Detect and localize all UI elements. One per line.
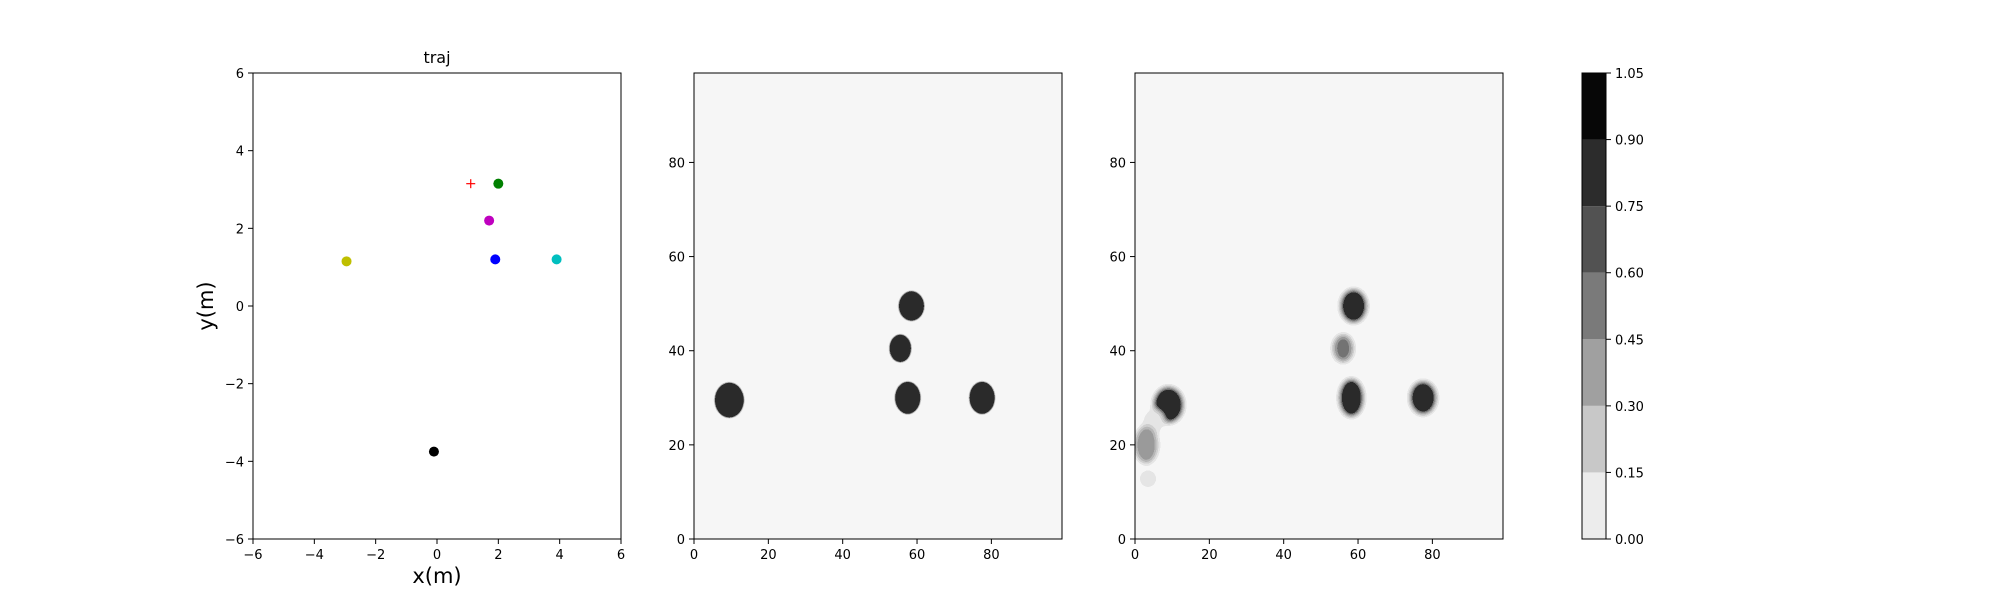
colorbar-tick-label: 0.45: [1615, 333, 1644, 348]
occupancy-map-2-occupied-blob: [1410, 381, 1437, 415]
occupancy-map-1-occupied-blob: [969, 381, 996, 415]
colorbar-tick-label: 0.30: [1615, 400, 1644, 415]
trajectory-x-tick-label: −6: [243, 548, 262, 563]
trajectory-panel: traj x(m) y(m) −6 −4 −2 0 2 4 6 −6 −4 −2 0 2 4 6: [194, 48, 625, 588]
occupancy-map-1-y-tick-label: 0: [677, 533, 685, 548]
trajectory-y-tick-label: 4: [236, 145, 244, 160]
colorbar-tick-label: 0.60: [1615, 267, 1644, 282]
occupancy-map-1-y-tick-label: 80: [668, 156, 685, 171]
goal-plus-marker: [466, 179, 476, 189]
trajectory-y-tick-label: −4: [225, 455, 244, 470]
occupancy-map-1-occupied-blob: [889, 334, 912, 363]
colorbar-band: [1582, 139, 1606, 207]
occupancy-map-1-occupied-blob: [894, 381, 921, 415]
occupancy-map-2-x-tick-label: 80: [1424, 548, 1441, 563]
occupancy-map-panel-2: 0 20 40 60 80 0 20 40 60 80: [1109, 72, 1504, 563]
occupancy-map-2-occupied-blob: [1135, 426, 1159, 464]
occupancy-map-2-y-tick-label: 0: [1118, 533, 1126, 548]
colorbar-band: [1582, 272, 1606, 340]
occupancy-map-2-ticks: 0 20 40 60 80 0 20 40 60 80: [1109, 156, 1440, 563]
occupancy-map-2-x-tick-label: 60: [1350, 548, 1367, 563]
occupancy-map-1-x-tick-label: 60: [909, 548, 926, 563]
trajectory-point: [490, 254, 501, 265]
trajectory-x-tick-label: −2: [366, 548, 385, 563]
occupancy-map-1-x-tick-label: 40: [834, 548, 851, 563]
trajectory-x-axis-label: x(m): [412, 564, 461, 588]
trajectory-point: [484, 215, 495, 226]
colorbar-band: [1582, 405, 1606, 473]
occupancy-map-1-x-tick-label: 0: [690, 548, 698, 563]
occupancy-map-2-background: [1135, 73, 1503, 539]
colorbar-tick-label: 0.75: [1615, 200, 1644, 215]
colorbar-tick-label: 1.05: [1615, 67, 1644, 82]
colorbar-tick-label: 0.00: [1615, 533, 1644, 548]
colorbar-tick-label: 0.90: [1615, 134, 1644, 149]
colorbar-bands: [1582, 73, 1606, 539]
trajectory-y-tick-label: −6: [225, 533, 244, 548]
colorbar-band: [1582, 472, 1606, 539]
occupancy-map-2-occupied-blob: [1339, 378, 1364, 417]
occupancy-map-1-occupied-blob: [898, 290, 925, 322]
occupancy-map-2-occupied-blob: [1340, 289, 1367, 323]
trajectory-x-tick-label: 2: [494, 548, 502, 563]
occupancy-map-1-background: [694, 73, 1062, 539]
colorbar-tick-label: 0.15: [1615, 466, 1644, 481]
trajectory-point: [428, 446, 439, 457]
occupancy-map-2-x-tick-label: 0: [1131, 548, 1139, 563]
occupancy-map-1-occupied-blob: [714, 382, 745, 419]
colorbar: 0.00 0.15 0.30 0.45 0.60 0.75 0.90 1.05: [1581, 67, 1644, 548]
occupancy-map-1-x-tick-label: 20: [760, 548, 777, 563]
occupancy-map-1-y-tick-label: 60: [668, 251, 685, 266]
occupancy-map-2-x-tick-label: 20: [1201, 548, 1218, 563]
occupancy-map-1-ticks: 0 20 40 60 80 0 20 40 60 80: [668, 156, 999, 563]
occupancy-field-1: [694, 73, 1062, 539]
occupancy-map-2-y-tick-label: 80: [1109, 156, 1126, 171]
occupancy-map-panel-1: 0 20 40 60 80 0 20 40 60 80: [668, 72, 1063, 563]
trajectory-x-tick-label: −4: [305, 548, 324, 563]
trajectory-x-tick-label: 4: [556, 548, 564, 563]
trajectory-y-axis-label: y(m): [194, 281, 218, 330]
occupancy-map-2-occupied-blob: [1138, 469, 1158, 489]
trajectory-plot-frame: [252, 72, 622, 540]
trajectory-y-tick-label: 6: [236, 67, 244, 82]
trajectory-x-tick-label: 6: [617, 548, 625, 563]
trajectory-title: traj: [423, 48, 450, 67]
occupancy-map-1-y-tick-label: 40: [668, 345, 685, 360]
occupancy-map-1-x-tick-label: 80: [983, 548, 1000, 563]
trajectory-y-tick-label: 2: [236, 222, 244, 237]
occupancy-map-2-frame: [1134, 72, 1504, 540]
trajectory-y-tick-label: 0: [236, 300, 244, 315]
occupancy-map-2-y-tick-label: 60: [1109, 251, 1126, 266]
colorbar-band: [1582, 339, 1606, 406]
colorbar-frame: [1581, 72, 1607, 540]
occupancy-map-2-occupied-blob: [1332, 334, 1354, 363]
occupancy-map-2-y-tick-label: 40: [1109, 345, 1126, 360]
occupancy-map-1-frame: [693, 72, 1063, 540]
colorbar-ticks: 0.00 0.15 0.30 0.45 0.60 0.75 0.90 1.05: [1606, 67, 1644, 548]
colorbar-band: [1582, 73, 1606, 140]
trajectory-ticks: −6 −4 −2 0 2 4 6 −6 −4 −2 0 2 4 6: [225, 67, 625, 563]
occupancy-map-1-y-tick-label: 20: [668, 439, 685, 454]
trajectory-y-tick-label: −2: [225, 378, 244, 393]
trajectory-point: [341, 256, 352, 267]
occupancy-field-2: [1135, 73, 1503, 539]
trajectory-point: [551, 254, 562, 265]
trajectory-x-tick-label: 0: [433, 548, 441, 563]
occupancy-map-2-y-tick-label: 20: [1109, 439, 1126, 454]
trajectory-points: [341, 178, 562, 457]
colorbar-band: [1582, 206, 1606, 273]
occupancy-map-2-x-tick-label: 40: [1275, 548, 1292, 563]
trajectory-point: [493, 178, 504, 189]
